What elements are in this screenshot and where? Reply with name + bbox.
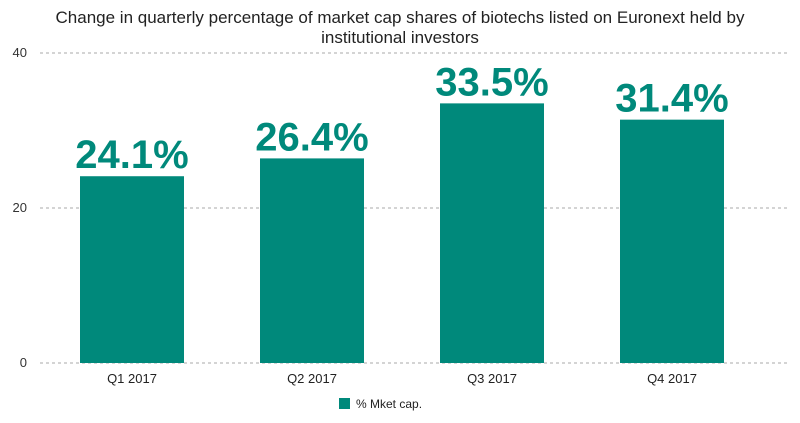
y-tick-label: 20 [13, 200, 27, 215]
axis-labels: 0 20 40 Q1 2017 Q2 2017 Q3 2017 Q4 2017 [13, 45, 697, 386]
data-label: 33.5% [435, 60, 548, 104]
x-tick-label: Q3 2017 [467, 371, 517, 386]
data-label: 24.1% [75, 133, 188, 177]
bar [620, 119, 724, 364]
x-tick-label: Q1 2017 [107, 371, 157, 386]
data-label: 26.4% [255, 115, 368, 159]
legend: % Mket cap. [339, 397, 422, 411]
y-tick-label: 0 [20, 355, 27, 370]
x-tick-label: Q4 2017 [647, 371, 697, 386]
x-tick-label: Q2 2017 [287, 371, 337, 386]
data-label: 31.4% [615, 77, 728, 121]
legend-swatch [339, 398, 350, 409]
legend-label: % Mket cap. [356, 397, 422, 411]
bar [440, 103, 544, 363]
chart-title-line-1: Change in quarterly percentage of market… [56, 8, 745, 27]
chart-title-line-2: institutional investors [321, 28, 479, 47]
y-tick-label: 40 [13, 45, 27, 60]
bars: 24.1% 26.4% 33.5% 31.4% [75, 60, 729, 364]
bar [80, 176, 184, 363]
bar [260, 158, 364, 363]
